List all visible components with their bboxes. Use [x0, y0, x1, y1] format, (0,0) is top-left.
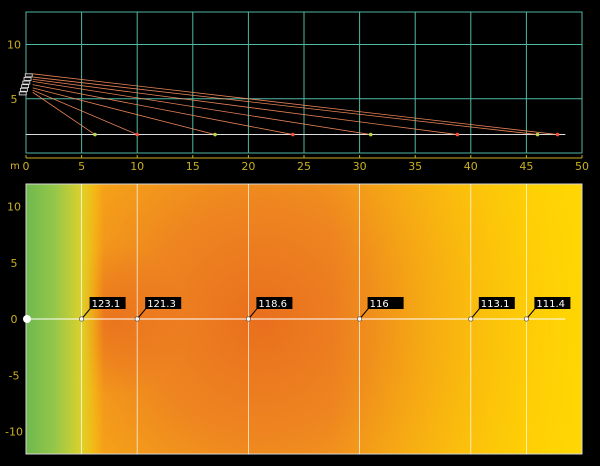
- ray-line: [32, 81, 371, 135]
- x-tick-label: 15: [186, 160, 200, 173]
- ray-line: [32, 73, 558, 135]
- listener-point: [455, 132, 460, 137]
- marker-label-bg: [534, 297, 571, 309]
- marker-point: [523, 316, 529, 322]
- side-section-rays: [32, 73, 558, 135]
- marker-label-bg: [89, 297, 126, 309]
- x-axis-ticks: 0 5 10 15 20 25 30 35 40 45 50: [23, 155, 589, 173]
- speaker-cabinet: [22, 80, 31, 85]
- marker-point: [245, 316, 251, 322]
- top-view-heatmap-panel: 10 5 0 -5 -10 123.1 121.3 118.6 116 113.1 111.4: [5, 183, 583, 455]
- marker-value-label: 118.6: [258, 299, 287, 310]
- top-view-y-tick-label: -10: [5, 426, 23, 439]
- speaker-cabinet: [23, 77, 32, 81]
- listener-point: [135, 132, 139, 137]
- side-y-tick-label: 5: [11, 93, 18, 106]
- ray-line: [32, 76, 538, 135]
- ray-line: [32, 91, 96, 135]
- top-view-y-tick-label: 5: [11, 257, 18, 270]
- speaker-array-icon: [18, 73, 33, 96]
- marker-value-label: 113.1: [481, 299, 510, 310]
- x-axis-unit-label: m: [10, 161, 20, 172]
- marker-value-label: 111.4: [536, 299, 565, 310]
- x-tick-label: 50: [575, 160, 589, 173]
- x-tick-label: 35: [408, 160, 422, 173]
- listener-point: [213, 132, 217, 137]
- top-view-y-tick-label: 10: [7, 201, 21, 214]
- marker-label-bg: [478, 297, 515, 309]
- x-tick-label: 5: [78, 160, 85, 173]
- marker-point: [468, 316, 474, 322]
- x-tick-label: 20: [241, 160, 255, 173]
- marker-point: [357, 316, 363, 322]
- marker-point: [79, 316, 85, 322]
- marker-label-bg: [256, 297, 293, 309]
- listener-point: [93, 132, 97, 137]
- listener-point: [535, 132, 540, 137]
- speaker-cabinet: [20, 87, 28, 92]
- side-section-grid: [25, 11, 583, 154]
- marker-label-bg: [145, 297, 182, 309]
- side-section-panel: 5 10: [7, 11, 583, 154]
- x-tick-label: 45: [519, 160, 533, 173]
- source-marker: [23, 315, 31, 323]
- x-tick-label: 40: [464, 160, 478, 173]
- side-section-y-ticks: 5 10: [7, 39, 21, 106]
- x-tick-label: 0: [23, 160, 30, 173]
- ray-line: [32, 87, 216, 135]
- ray-line: [32, 84, 293, 135]
- x-tick-label: 10: [130, 160, 144, 173]
- marker-value-label: 123.1: [92, 299, 121, 310]
- listener-point: [291, 132, 295, 137]
- x-tick-label: 30: [353, 160, 367, 173]
- ray-line: [32, 89, 138, 135]
- top-view-y-ticks: 10 5 0 -5 -10: [5, 201, 23, 439]
- top-view-markers: 123.1 121.3 118.6 116 113.1 111.4: [79, 297, 571, 322]
- marker-label-bg: [367, 297, 404, 309]
- ray-line: [32, 78, 458, 135]
- speaker-cabinet: [18, 91, 27, 96]
- marker-value-label: 116: [370, 299, 389, 310]
- listener-point: [555, 132, 560, 137]
- side-y-tick-label: 10: [7, 39, 21, 52]
- x-axis: m 0 5 10 15 20 25 30 35 40 45 50: [10, 155, 589, 173]
- side-section-points: [93, 132, 560, 137]
- marker-point: [134, 316, 140, 322]
- speaker-cabinet: [21, 84, 30, 89]
- listener-point: [368, 132, 373, 137]
- top-view-y-tick-label: 0: [11, 313, 18, 326]
- speaker-cabinet: [24, 73, 33, 78]
- x-tick-label: 25: [297, 160, 311, 173]
- top-view-y-tick-label: -5: [9, 369, 20, 382]
- marker-value-label: 121.3: [147, 299, 176, 310]
